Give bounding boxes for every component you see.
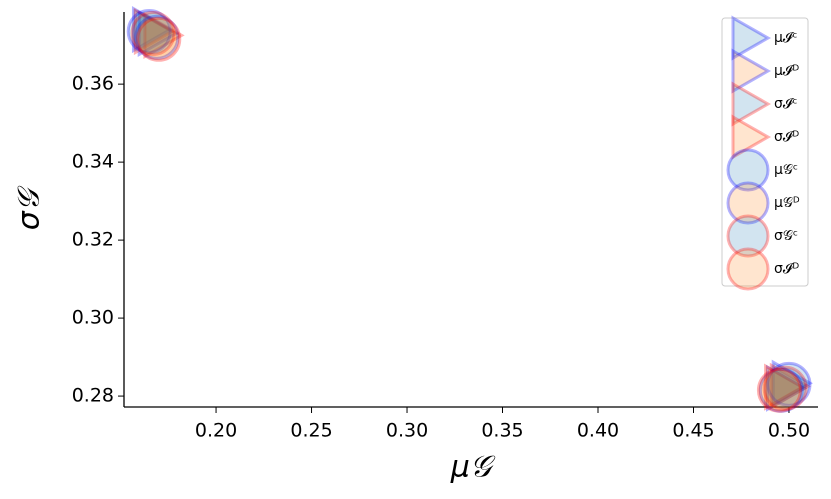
legend-marker [726, 148, 770, 192]
y-tick-label: 0.28 [72, 385, 114, 407]
x-tick-label: 0.30 [386, 420, 428, 442]
x-tick-label: 0.35 [481, 420, 523, 442]
scatter-point [133, 7, 176, 56]
scatter-point [764, 363, 806, 411]
scatter-point [765, 364, 808, 412]
legend-marker [726, 181, 770, 225]
scatter-point [758, 367, 804, 413]
scatter-point [134, 14, 180, 60]
y-tick-label: 0.32 [72, 229, 114, 251]
x-axis-label: μ𝒢 [450, 450, 496, 485]
scatter-point [762, 365, 808, 411]
legend-box [721, 17, 809, 287]
x-tick-label: 0.25 [290, 420, 332, 442]
scatter-point [137, 9, 179, 58]
legend-label: μ𝒢ᶜ [774, 162, 798, 178]
x-tick-label: 0.45 [672, 420, 714, 442]
legend-label: σ𝓘ᴰ [774, 129, 799, 145]
legend-label: μ𝓘ᴰ [774, 63, 799, 79]
scatter-point [756, 367, 802, 413]
legend-label: μ𝒢ᴰ [774, 195, 800, 211]
y-tick-label: 0.36 [72, 73, 114, 95]
legend-marker [731, 114, 772, 160]
y-tick-label: 0.30 [72, 307, 114, 329]
legend-marker [731, 81, 772, 127]
scatter-point [766, 361, 812, 407]
legend-marker [731, 48, 772, 94]
legend-label: σ𝓘ᶜ [774, 96, 798, 112]
x-tick-label: 0.50 [768, 420, 810, 442]
scatter-point [769, 362, 812, 410]
scatter-point [126, 8, 172, 54]
scatter-point [130, 10, 176, 56]
legend: μ𝓘ᶜ μ𝓘ᴰ σ𝓘ᶜ σ𝓘ᴰ μ𝒢ᶜ μ𝒢ᴰ σ𝒢ᶜ σ𝓘ᴰ [721, 15, 809, 291]
scatter-point [143, 11, 185, 59]
legend-marker [726, 214, 770, 258]
legend-label: σ𝓘ᴰ [774, 261, 799, 277]
x-tick-label: 0.40 [577, 420, 619, 442]
scatter-point [771, 359, 813, 407]
legend-marker [731, 15, 772, 61]
legend-label: σ𝒢ᶜ [774, 228, 798, 244]
legend-marker [726, 247, 770, 291]
y-tick-label: 0.34 [72, 151, 114, 173]
legend-label: μ𝓘ᶜ [774, 30, 798, 46]
x-tick-label: 0.20 [195, 420, 237, 442]
scatter-point [136, 16, 182, 62]
y-axis-label: σ𝒢 [12, 185, 47, 230]
scatter-point [131, 5, 174, 54]
